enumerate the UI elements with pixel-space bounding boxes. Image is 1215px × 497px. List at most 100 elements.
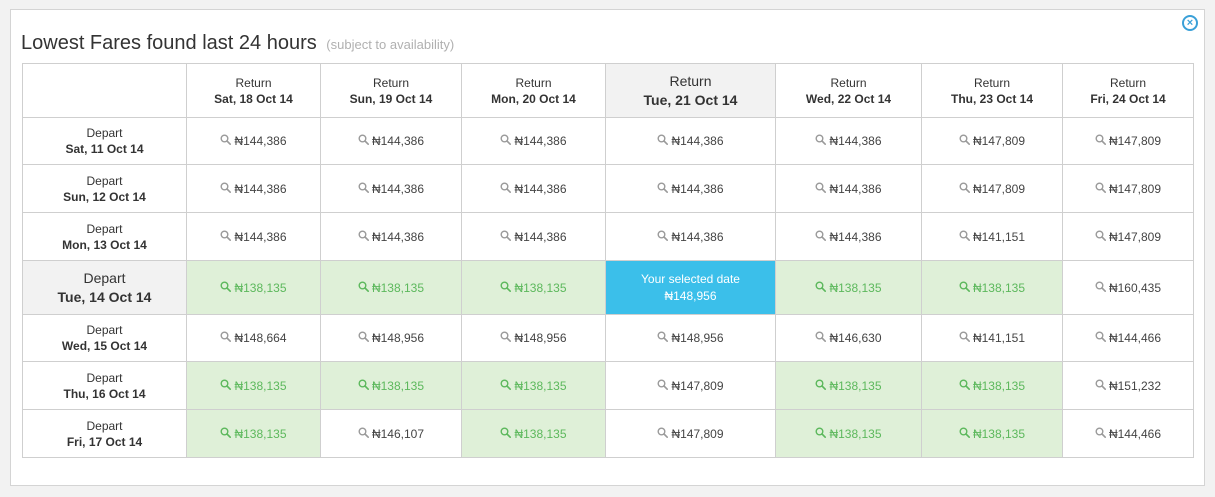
return-date-header: Return Sat, 18 Oct 14 <box>186 63 321 118</box>
fare-cell[interactable]: ₦144,386 <box>320 164 462 213</box>
search-icon <box>1095 331 1106 345</box>
fare-cell[interactable]: ₦147,809 <box>1062 117 1194 165</box>
fare-cell[interactable]: ₦138,135 <box>921 260 1063 315</box>
fare-cell[interactable]: ₦138,135 <box>921 409 1063 458</box>
fare-price: ₦138,135 <box>234 280 287 295</box>
fare-cell[interactable]: ₦147,809 <box>605 409 776 458</box>
fare-cell[interactable]: ₦148,956 <box>461 314 606 362</box>
fare-cell[interactable]: ₦144,386 <box>461 212 606 261</box>
corner-cell <box>22 63 187 118</box>
fare-cell[interactable]: ₦148,956 <box>605 314 776 362</box>
fare-price: ₦144,386 <box>671 229 724 244</box>
search-icon <box>500 427 512 441</box>
fare-cell[interactable]: ₦138,135 <box>186 361 321 410</box>
return-date-header: Return Sun, 19 Oct 14 <box>320 63 462 118</box>
fare-cell[interactable]: ₦138,135 <box>775 260 922 315</box>
search-icon <box>1095 281 1106 295</box>
fare-cell[interactable]: ₦144,386 <box>775 117 922 165</box>
fare-cell[interactable]: ₦144,386 <box>186 164 321 213</box>
fare-cell[interactable]: ₦144,386 <box>605 164 776 213</box>
fare-cell[interactable]: ₦144,386 <box>605 117 776 165</box>
search-icon <box>500 182 512 196</box>
selected-fare-cell[interactable]: Your selected date ₦148,956 <box>605 260 776 315</box>
fare-cell[interactable]: ₦144,386 <box>461 117 606 165</box>
depart-date-header: Depart Tue, 14 Oct 14 <box>22 260 187 315</box>
fare-cell[interactable]: ₦138,135 <box>320 361 462 410</box>
fare-cell[interactable]: ₦144,386 <box>605 212 776 261</box>
fare-cell[interactable]: ₦148,956 <box>320 314 462 362</box>
fare-cell[interactable]: ₦138,135 <box>186 260 321 315</box>
fare-cell[interactable]: ₦148,664 <box>186 314 321 362</box>
fare-matrix: Return Sat, 18 Oct 14 Return Sun, 19 Oct 14… <box>22 63 1194 458</box>
fare-cell[interactable]: ₦146,630 <box>775 314 922 362</box>
fare-price: ₦147,809 <box>1108 181 1162 196</box>
fare-cell[interactable]: ₦141,151 <box>921 212 1063 261</box>
fare-cell[interactable]: ₦138,135 <box>921 361 1063 410</box>
fare-cell[interactable]: ₦138,135 <box>320 260 462 315</box>
fare-cell[interactable]: ₦138,135 <box>461 361 606 410</box>
search-icon <box>358 182 369 196</box>
fare-cell[interactable]: ₦147,809 <box>921 117 1063 165</box>
search-icon <box>657 331 669 345</box>
search-icon <box>959 230 970 244</box>
fare-cell[interactable]: ₦144,386 <box>320 117 462 165</box>
fare-price: ₦138,135 <box>514 426 567 441</box>
depart-label: Depart <box>86 370 123 385</box>
fare-cell[interactable]: ₦138,135 <box>461 409 606 458</box>
fare-price: ₦148,956 <box>371 331 425 345</box>
fare-row: Depart Fri, 17 Oct 14 ₦138,135 ₦146,107 ₦138… <box>22 409 1194 458</box>
return-date-header: Return Mon, 20 Oct 14 <box>461 63 606 118</box>
fare-cell[interactable]: ₦147,809 <box>605 361 776 410</box>
fare-row: Depart Sun, 12 Oct 14 ₦144,386 ₦144,386 ₦144… <box>22 164 1194 213</box>
search-icon <box>959 134 970 148</box>
search-icon <box>815 379 827 393</box>
depart-date-header: Depart Fri, 17 Oct 14 <box>22 409 187 458</box>
search-icon <box>657 134 669 148</box>
search-icon <box>815 427 827 441</box>
fare-cell[interactable]: ₦138,135 <box>775 361 922 410</box>
fare-cell[interactable]: ₦144,386 <box>186 117 321 165</box>
fare-price: ₦138,135 <box>514 280 567 295</box>
fare-cell[interactable]: ₦144,466 <box>1062 314 1194 362</box>
fare-cell[interactable]: ₦147,809 <box>921 164 1063 213</box>
search-icon <box>220 331 232 345</box>
fare-price: ₦138,135 <box>234 378 287 393</box>
return-label: Return <box>973 75 1011 90</box>
fare-cell[interactable]: ₦147,809 <box>1062 164 1194 213</box>
fare-cell[interactable]: ₦138,135 <box>186 409 321 458</box>
fare-cell[interactable]: ₦147,809 <box>1062 212 1194 261</box>
fare-cell[interactable]: ₦144,386 <box>775 212 922 261</box>
return-date: Sun, 19 Oct 14 <box>349 91 433 106</box>
fare-cell[interactable]: ₦151,232 <box>1062 361 1194 410</box>
fare-price: ₦151,232 <box>1108 378 1162 393</box>
fare-price: ₦144,386 <box>234 181 287 196</box>
depart-date: Fri, 17 Oct 14 <box>66 434 143 449</box>
fare-cell[interactable]: ₦138,135 <box>775 409 922 458</box>
fare-row: Depart Mon, 13 Oct 14 ₦144,386 ₦144,386 ₦144… <box>22 212 1194 261</box>
fare-cell[interactable]: ₦146,107 <box>320 409 462 458</box>
fare-price: ₦144,386 <box>671 181 724 196</box>
fare-cell[interactable]: ₦144,386 <box>775 164 922 213</box>
search-icon <box>220 182 232 196</box>
fare-cell[interactable]: ₦141,151 <box>921 314 1063 362</box>
fare-price: ₦147,809 <box>671 426 724 441</box>
fare-price: ₦148,956 <box>514 331 567 345</box>
fare-cell[interactable]: ₦160,435 <box>1062 260 1194 315</box>
fare-cell[interactable]: ₦144,386 <box>320 212 462 261</box>
search-icon <box>358 281 369 295</box>
search-icon <box>1095 379 1106 393</box>
fare-row: Depart Wed, 15 Oct 14 ₦148,664 ₦148,956 ₦148… <box>22 314 1194 362</box>
close-icon[interactable]: × <box>1182 15 1198 31</box>
search-icon <box>500 331 512 345</box>
panel-title: Lowest Fares found last 24 hours (subjec… <box>21 32 454 55</box>
fare-cell[interactable]: ₦138,135 <box>461 260 606 315</box>
fare-cell[interactable]: ₦144,386 <box>461 164 606 213</box>
fare-price: ₦148,664 <box>234 331 287 345</box>
search-icon <box>358 230 369 244</box>
depart-date-header: Depart Sat, 11 Oct 14 <box>22 117 187 165</box>
search-icon <box>959 182 970 196</box>
fare-cell[interactable]: ₦144,386 <box>186 212 321 261</box>
depart-date: Wed, 15 Oct 14 <box>61 339 148 353</box>
fare-price: ₦144,386 <box>514 229 567 244</box>
fare-cell[interactable]: ₦144,466 <box>1062 409 1194 458</box>
